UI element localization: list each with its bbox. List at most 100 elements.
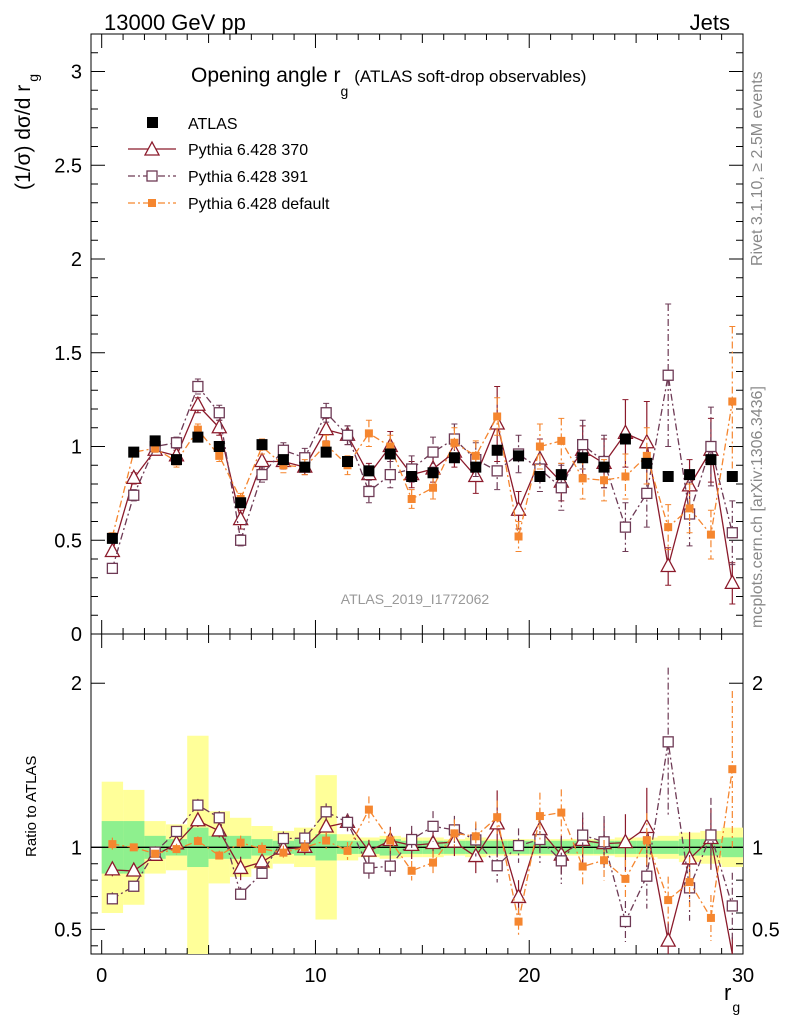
x-axis-label-main: r <box>724 980 731 1005</box>
ratio-point-series-3 <box>685 878 694 887</box>
main-point-series-1 <box>189 395 206 411</box>
ratio-point-series-3 <box>279 848 288 857</box>
ratio-point-series-1 <box>424 834 442 850</box>
main-point-series-1 <box>318 420 335 436</box>
x-tick-label: 30 <box>732 965 754 987</box>
ratio-point-series-2 <box>662 736 674 748</box>
x-tick-label: 10 <box>304 965 326 987</box>
ratio-point-series-2 <box>577 829 589 841</box>
main-point-series-3 <box>514 532 523 541</box>
ratio-point-series-2 <box>406 833 418 846</box>
main-point-series-3 <box>642 451 651 460</box>
main-point-atlas <box>641 457 653 469</box>
ratio-point-series-2 <box>192 799 204 811</box>
main-point-atlas <box>513 450 525 462</box>
ratio-y-tick-label-right: 0.5 <box>752 919 780 941</box>
ratio-point-series-1 <box>318 817 335 833</box>
main-point-series-1 <box>125 469 142 485</box>
ratio-point-series-2 <box>641 870 653 882</box>
main-point-atlas <box>491 444 503 456</box>
main-point-series-3 <box>429 483 438 492</box>
ratio-point-series-3 <box>450 829 459 838</box>
main-point-series-2 <box>170 437 183 449</box>
ratio-point-series-3 <box>172 845 181 854</box>
ratio-y-axis-label: Ratio to ATLAS <box>23 756 40 857</box>
ratio-point-series-3 <box>193 837 202 846</box>
ratio-point-series-2 <box>128 880 140 892</box>
main-point-series-3 <box>578 474 587 483</box>
main-point-series-3 <box>535 442 544 451</box>
ratio-y-tick-label-left: 1 <box>71 837 82 859</box>
main-point-series-3 <box>151 444 160 453</box>
ratio-point-series-2 <box>106 893 119 905</box>
main-point-series-1 <box>104 542 121 558</box>
main-point-atlas <box>577 452 589 464</box>
main-point-series-3 <box>557 436 566 445</box>
ratio-point-series-3 <box>386 836 395 845</box>
ratio-point-series-1 <box>104 860 121 876</box>
main-point-series-3 <box>728 397 737 406</box>
ratio-y-tick-label-left: 2 <box>71 673 82 695</box>
ratio-point-series-2 <box>320 806 332 818</box>
main-point-series-3 <box>407 495 416 503</box>
main-point-series-2 <box>320 407 332 419</box>
main-point-series-3 <box>193 425 202 434</box>
main-point-atlas <box>662 471 674 482</box>
ratio-point-series-3 <box>364 805 373 814</box>
main-point-series-1 <box>211 418 228 434</box>
ratio-point-series-3 <box>471 832 480 841</box>
main-point-atlas <box>128 446 140 458</box>
ratio-point-series-2 <box>619 915 632 928</box>
main-point-series-1 <box>510 500 527 516</box>
main-point-series-2 <box>555 482 567 494</box>
main-y-tick-label: 1 <box>71 437 82 459</box>
ratio-point-series-3 <box>151 849 160 858</box>
ratio-point-series-1 <box>360 841 377 857</box>
ratio-point-series-2 <box>491 860 503 872</box>
ratio-plot-frame <box>90 633 744 955</box>
main-point-series-2 <box>705 440 717 453</box>
ratio-point-series-3 <box>664 896 673 905</box>
main-point-series-3 <box>706 530 715 539</box>
ratio-point-series-2 <box>512 839 525 852</box>
main-point-series-3 <box>322 440 331 449</box>
ratio-point-series-2 <box>277 832 290 845</box>
main-point-atlas <box>384 448 396 460</box>
main-point-series-3 <box>471 451 480 460</box>
ratio-point-series-1 <box>232 859 249 875</box>
main-point-series-3 <box>279 461 288 470</box>
header-right: Jets <box>690 10 730 35</box>
ratio-y-tick-label-left: 0.5 <box>54 919 82 941</box>
main-point-series-3 <box>364 429 373 438</box>
y-axis-label-main: (1/σ) dσ/d r <box>12 85 35 190</box>
main-y-tick-label: 1.5 <box>54 343 82 365</box>
main-point-series-3 <box>621 472 630 481</box>
ratio-point-series-3 <box>215 851 224 860</box>
ratio-point-series-3 <box>600 856 609 865</box>
main-point-atlas <box>213 441 225 452</box>
main-point-series-1 <box>724 574 741 590</box>
ratio-point-series-3 <box>407 866 416 875</box>
ratio-point-series-3 <box>258 844 267 853</box>
main-point-atlas <box>256 439 268 451</box>
main-point-series-2 <box>363 485 375 498</box>
ratio-point-series-3 <box>236 838 245 847</box>
main-point-series-2 <box>213 407 225 419</box>
main-y-tick-label: 3 <box>71 62 82 84</box>
main-point-series-2 <box>619 521 632 533</box>
ratio-point-series-3 <box>343 846 352 855</box>
ratio-point-series-1 <box>189 811 206 827</box>
main-point-atlas <box>684 469 696 481</box>
y-axis-label: (1/σ) dσ/d r g <box>12 74 41 190</box>
main-point-series-3 <box>493 412 502 421</box>
ratio-point-series-2 <box>170 825 183 838</box>
ratio-point-series-3 <box>706 913 715 922</box>
ratio-point-series-2 <box>555 855 567 867</box>
main-point-series-2 <box>106 562 119 575</box>
side-label-rivet: Rivet 3.1.10, ≥ 2.5M events <box>749 71 766 266</box>
main-point-atlas <box>427 467 439 479</box>
main-point-series-2 <box>234 534 247 546</box>
ratio-point-series-1 <box>617 833 634 849</box>
ratio-point-series-3 <box>429 858 438 867</box>
